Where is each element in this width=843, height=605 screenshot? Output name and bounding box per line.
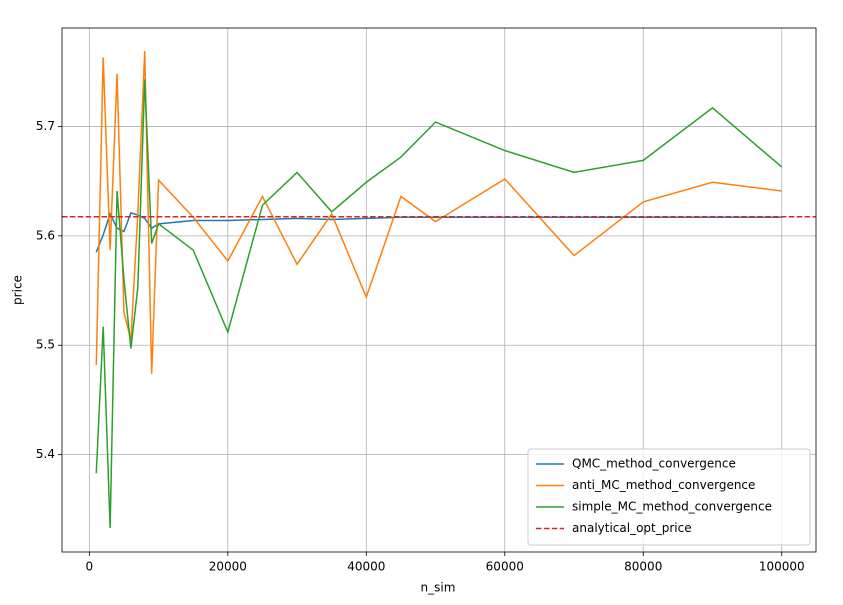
x-tick-label: 20000 xyxy=(209,560,247,574)
x-tick-label: 40000 xyxy=(347,560,385,574)
legend: QMC_method_convergence anti_MC_method_con… xyxy=(527,448,811,546)
x-axis-label: n_sim xyxy=(421,581,456,595)
legend-label: anti_MC_method_convergence xyxy=(572,478,755,492)
y-tick-label: 5.4 xyxy=(36,447,55,461)
plot-frame xyxy=(61,27,817,553)
y-tick-label: 5.5 xyxy=(36,338,55,352)
series-line xyxy=(95,79,783,528)
y-tick-label: 5.7 xyxy=(36,119,55,133)
y-axis-label: price xyxy=(11,275,25,305)
x-tick-label: 0 xyxy=(86,560,94,574)
x-tick-label: 80000 xyxy=(624,560,662,574)
legend-label: QMC_method_convergence xyxy=(572,457,736,471)
legend-box xyxy=(527,448,811,546)
x-tick-label: 60000 xyxy=(486,560,524,574)
y-tick-label: 5.6 xyxy=(36,228,55,242)
x-tick-label: 100000 xyxy=(759,560,805,574)
legend-label: simple_MC_method_convergence xyxy=(572,500,772,514)
legend-label: analytical_opt_price xyxy=(572,521,692,535)
series-line xyxy=(95,50,782,374)
